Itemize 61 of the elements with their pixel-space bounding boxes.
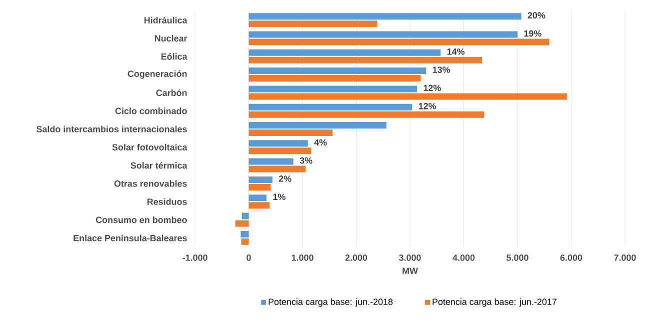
- bar: [248, 20, 378, 28]
- bar: [248, 130, 333, 136]
- bar: [248, 202, 270, 209]
- y-tick-label: Nuclear: [154, 34, 188, 42]
- y-tick-label: Eólica: [161, 53, 188, 60]
- x-tick-label: 7.000: [614, 254, 636, 261]
- x-tick-label: 5.000: [506, 254, 528, 261]
- y-tick-label: Carbón: [156, 89, 187, 96]
- bar: [248, 68, 426, 74]
- bar: [248, 166, 306, 172]
- annotation: 2%: [278, 176, 292, 182]
- x-axis-title: MW: [402, 268, 418, 274]
- y-tick-label: Hidráulica: [144, 16, 188, 24]
- legend-label: Potencia carga base: jun.-2018: [268, 298, 393, 307]
- x-tick-label: -1.000: [182, 254, 208, 261]
- bar: [248, 56, 482, 64]
- bar: [248, 140, 308, 147]
- bar: [248, 49, 441, 56]
- x-tick-label: 2.000: [345, 254, 368, 261]
- annotation: 12%: [418, 102, 436, 110]
- x-tick-label: 0: [246, 254, 251, 261]
- bar: [248, 176, 272, 183]
- annotation: 19%: [524, 30, 542, 37]
- bar: [248, 86, 417, 92]
- bar: [241, 238, 249, 245]
- x-tick-label: 4.000: [452, 254, 475, 261]
- x-tick-label: 3.000: [398, 254, 421, 261]
- y-tick-label: Solar térmica: [130, 162, 188, 169]
- annotation: 12%: [424, 84, 441, 92]
- bar: [248, 194, 266, 202]
- x-tick-label: 1.000: [292, 254, 314, 261]
- bar: [242, 212, 249, 220]
- bar: [248, 111, 484, 118]
- bar: [248, 158, 294, 165]
- x-tick-label: 6.000: [560, 254, 582, 261]
- y-tick-label: Otras renovables: [114, 180, 187, 187]
- y-tick-label: Cogeneración: [128, 70, 187, 79]
- y-tick-label: Consumo en bombeo: [96, 216, 187, 224]
- bar: [248, 148, 312, 154]
- y-tick-label: Solar fotovoltaica: [112, 144, 188, 150]
- bar: [248, 104, 412, 110]
- bar: [248, 93, 567, 100]
- annotation: 3%: [300, 157, 312, 164]
- bar: [248, 122, 386, 128]
- y-tick-label: Enlace Península-Baleares: [74, 234, 187, 242]
- bar: [248, 13, 522, 20]
- bar: [248, 38, 550, 46]
- annotation: 13%: [432, 66, 450, 73]
- bar: [248, 31, 518, 38]
- y-tick-label: Residuos: [147, 198, 187, 205]
- annotation: 1%: [273, 194, 286, 200]
- annotation: 20%: [528, 12, 546, 19]
- bar: [248, 184, 271, 190]
- annotation: 4%: [314, 139, 327, 146]
- y-tick-label: Ciclo combinado: [115, 108, 187, 114]
- annotation: 14%: [447, 48, 465, 55]
- bar: [248, 75, 421, 82]
- y-tick-label: Saldo intercambios internacionales: [36, 126, 187, 132]
- bar: [240, 230, 249, 238]
- legend-label: Potencia carga base: jun.-2017: [432, 298, 556, 307]
- bar: [235, 220, 249, 227]
